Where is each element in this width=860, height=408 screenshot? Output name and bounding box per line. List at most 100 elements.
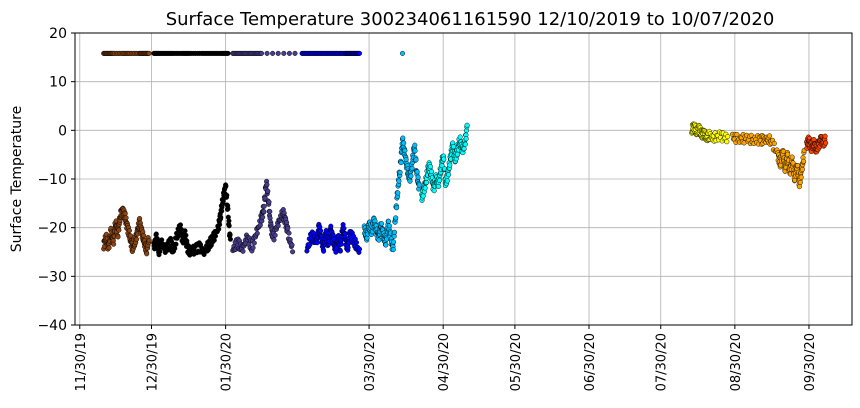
data-point (422, 185, 428, 191)
data-point (463, 136, 469, 142)
data-point (177, 222, 184, 228)
y-axis-label: Surface Temperature (9, 106, 25, 252)
data-point (134, 236, 140, 242)
data-point (391, 229, 398, 235)
data-point (725, 134, 731, 140)
data-point (172, 245, 178, 251)
data-point (225, 50, 231, 56)
data-point (272, 232, 278, 238)
data-point (790, 160, 796, 166)
data-point (444, 178, 450, 184)
data-point (385, 218, 392, 224)
data-point (822, 133, 828, 139)
grid (75, 32, 852, 326)
data-point (267, 208, 273, 215)
data-point (275, 223, 281, 229)
data-point (146, 237, 152, 244)
data-point (333, 249, 339, 255)
data-point (454, 151, 461, 157)
data-point (409, 165, 415, 171)
data-point (383, 242, 389, 248)
y-tick-label: 20 (49, 26, 67, 42)
data-point (146, 50, 152, 56)
data-point (394, 205, 400, 211)
data-point (795, 163, 801, 169)
data-point (431, 188, 437, 194)
data-point (157, 248, 163, 255)
data-point (415, 174, 421, 180)
data-point (225, 206, 231, 212)
data-point (338, 241, 344, 247)
data-point (457, 134, 463, 140)
data-point (771, 140, 777, 147)
data-point (799, 166, 805, 172)
data-point (353, 239, 360, 246)
data-point (412, 142, 418, 148)
data-point (261, 203, 267, 209)
data-point (111, 241, 117, 247)
data-point (395, 190, 401, 196)
data-point (275, 50, 281, 56)
data-point (341, 225, 347, 231)
x-tick-label: 07/30/20 (655, 333, 670, 391)
data-point (724, 139, 730, 145)
data-point (212, 233, 219, 239)
x-tick-label: 06/30/20 (583, 333, 598, 391)
data-point (211, 237, 217, 243)
data-point (401, 140, 407, 146)
x-tick-label: 03/30/20 (363, 333, 378, 391)
x-axis: 11/30/19 12/30/19 01/30/20 03/30/20 04/30/20… (74, 325, 818, 391)
data-point (789, 154, 795, 160)
data-point (223, 183, 229, 189)
chart-title: Surface Temperature 300234061161590 12/1… (166, 9, 775, 30)
data-point (318, 228, 324, 234)
data-point (461, 146, 467, 152)
data-point (796, 184, 802, 190)
x-tick-label: 01/30/20 (220, 333, 235, 391)
x-tick-label: 09/30/20 (803, 333, 818, 391)
data-point (281, 50, 287, 56)
data-point (141, 233, 147, 239)
data-point (285, 225, 291, 231)
data-point (356, 246, 363, 252)
data-point (153, 231, 159, 237)
data-point (462, 141, 468, 147)
data-point (447, 162, 453, 168)
data-point (356, 50, 363, 56)
data-point (265, 188, 271, 194)
data-point (379, 221, 385, 227)
data-point (226, 223, 232, 229)
data-point (292, 50, 298, 56)
data-point (416, 182, 422, 188)
data-point (137, 215, 143, 222)
data-point (106, 245, 112, 251)
data-point (337, 248, 343, 254)
data-point (386, 223, 392, 229)
data-point (437, 177, 443, 183)
data-point (441, 156, 447, 162)
data-point (154, 235, 160, 242)
y-tick-label: −10 (37, 172, 67, 188)
data-point (797, 179, 803, 186)
y-tick-label: 0 (58, 123, 67, 139)
data-point (428, 169, 435, 175)
data-point (391, 239, 397, 245)
y-tick-label: −20 (37, 221, 67, 237)
y-tick-label: −40 (37, 318, 67, 334)
data-point (217, 222, 223, 228)
data-point (402, 148, 408, 154)
data-point (284, 219, 290, 225)
data-point (801, 158, 807, 164)
data-point (420, 193, 426, 199)
data-point (115, 234, 121, 240)
data-point (261, 209, 267, 215)
data-point (183, 232, 189, 238)
data-point (218, 214, 224, 220)
data-point (227, 232, 233, 238)
data-point (286, 230, 292, 236)
data-point (345, 244, 351, 251)
y-axis: 20 10 0 −10 −20 −30 −40 (37, 26, 75, 334)
data-point (408, 173, 414, 179)
data-point (159, 237, 165, 243)
